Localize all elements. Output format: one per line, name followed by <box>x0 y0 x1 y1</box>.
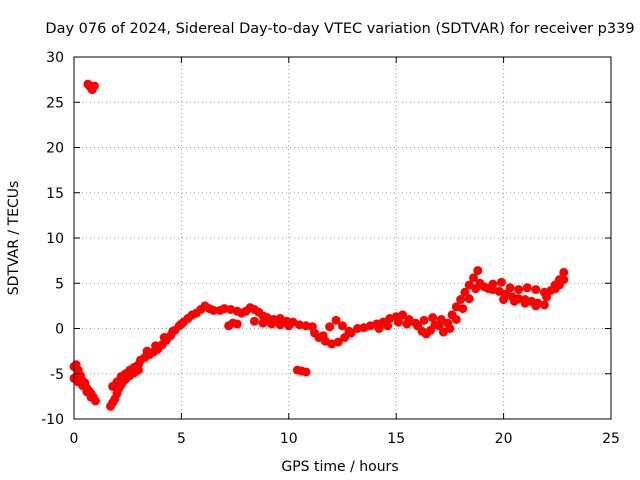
x-axis-label: GPS time / hours <box>281 459 398 475</box>
data-point <box>509 296 519 306</box>
data-point <box>325 322 335 332</box>
y-tick-label: 0 <box>55 322 64 338</box>
x-tick-label: 0 <box>70 431 79 447</box>
y-tick-label: 10 <box>46 231 64 247</box>
data-point <box>398 310 408 320</box>
data-point <box>419 315 429 325</box>
data-point <box>496 277 506 287</box>
data-point <box>458 304 468 314</box>
data-point <box>522 283 532 293</box>
data-point <box>488 279 498 289</box>
data-series <box>69 79 569 411</box>
y-tick-label: 30 <box>46 50 64 66</box>
data-point <box>151 341 161 351</box>
data-point <box>499 295 509 305</box>
data-point <box>258 318 268 328</box>
chart-title: Day 076 of 2024, Sidereal Day-to-day VTE… <box>45 21 634 37</box>
x-tick-label: 25 <box>602 431 620 447</box>
data-point <box>456 295 466 305</box>
data-point <box>505 283 515 293</box>
data-point <box>318 331 328 341</box>
data-point <box>331 315 341 325</box>
y-tick-label: 20 <box>46 141 64 157</box>
y-tick-label: 15 <box>46 186 64 202</box>
data-point <box>249 316 259 326</box>
data-point <box>514 285 524 295</box>
data-point <box>301 367 311 377</box>
data-point <box>232 319 242 329</box>
data-point <box>209 305 219 315</box>
data-point <box>344 326 354 336</box>
data-point <box>473 266 483 276</box>
y-tick-label: -5 <box>50 367 64 383</box>
data-point <box>333 337 343 347</box>
y-tick-label: 25 <box>46 95 64 111</box>
data-point <box>383 321 393 331</box>
data-point <box>374 324 384 333</box>
data-point <box>168 326 178 336</box>
data-point <box>393 317 403 327</box>
data-point <box>284 321 294 331</box>
data-point <box>464 294 474 304</box>
data-point <box>559 267 569 277</box>
data-point <box>451 314 461 324</box>
data-point <box>78 381 88 391</box>
x-tick-label: 10 <box>280 431 298 447</box>
data-point <box>340 333 350 343</box>
data-point <box>86 392 96 402</box>
data-point <box>539 300 549 310</box>
data-point <box>275 320 285 330</box>
y-tick-label: -10 <box>41 412 64 428</box>
x-tick-label: 5 <box>177 431 186 447</box>
data-point <box>531 301 541 311</box>
data-point <box>142 346 152 356</box>
data-point <box>445 324 455 333</box>
data-point <box>460 287 470 297</box>
y-tick-label: 5 <box>55 276 64 292</box>
data-point <box>176 319 186 329</box>
x-tick-label: 20 <box>495 431 513 447</box>
data-point <box>550 284 560 294</box>
data-point <box>402 319 412 329</box>
y-axis-label: SDTVAR / TECUs <box>6 181 22 296</box>
data-point <box>338 321 347 331</box>
data-point <box>542 292 552 302</box>
data-point <box>531 285 541 295</box>
data-point <box>428 313 438 323</box>
data-point <box>89 81 99 91</box>
axis-ticks: 0 5 10 15 20 25 -10 -5 0 5 10 15 20 25 30 <box>41 50 620 447</box>
x-tick-label: 15 <box>387 431 405 447</box>
data-point <box>469 273 479 283</box>
data-point <box>520 298 530 308</box>
data-point <box>159 333 169 343</box>
data-point <box>267 319 277 329</box>
